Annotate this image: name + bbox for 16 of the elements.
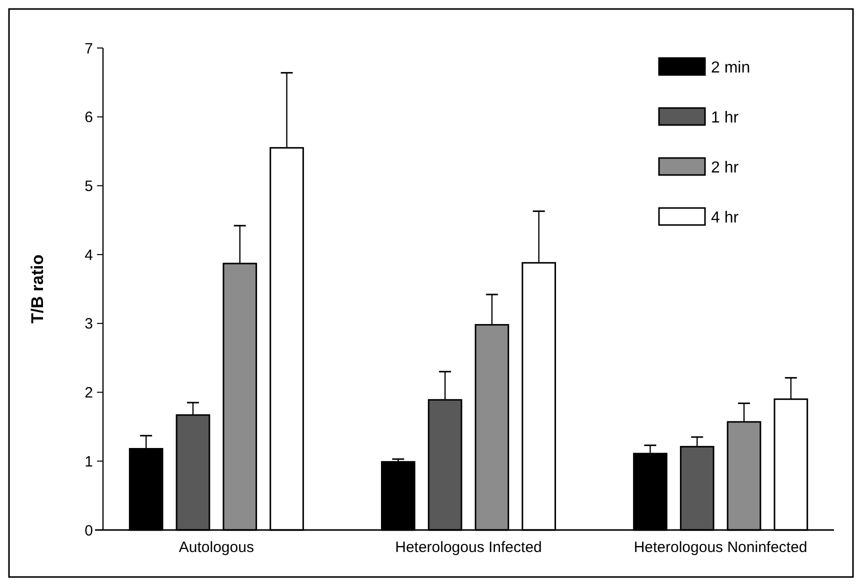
legend-label: 4 hr [711, 210, 740, 227]
y-tick-label: 6 [84, 109, 93, 126]
y-tick-label: 1 [84, 453, 93, 470]
x-tick-label: Heterologous Noninfected [634, 539, 808, 556]
y-tick-label: 7 [84, 40, 93, 58]
x-tick-label: Heterologous Infected [395, 539, 542, 556]
y-tick-label: 4 [84, 246, 93, 264]
y-tick-label: 2 [84, 384, 93, 402]
y-tick-label: 3 [84, 316, 93, 333]
legend-label: 2 hr [711, 160, 740, 177]
y-tick-label: 5 [84, 178, 93, 195]
legend-label: 1 hr [711, 110, 740, 127]
legend-label: 2 min [711, 60, 750, 77]
y-tick-label: 0 [84, 522, 93, 540]
x-tick-label: Autologous [178, 539, 254, 556]
y-axis-title: T/B ratio [28, 254, 47, 324]
